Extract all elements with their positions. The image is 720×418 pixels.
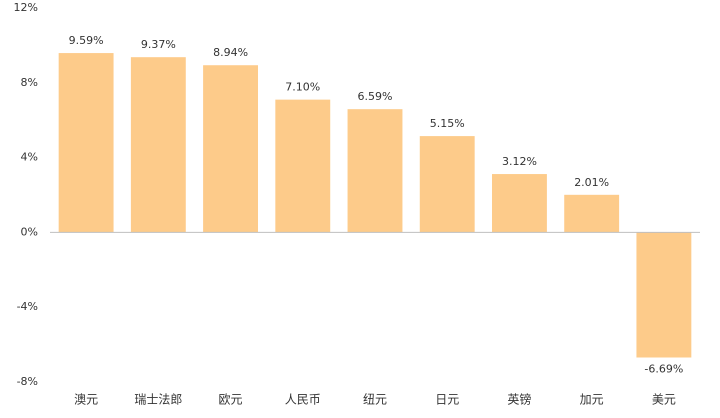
value-label: 2.01% <box>574 176 609 189</box>
bar <box>636 232 692 358</box>
value-label: 8.94% <box>213 46 248 59</box>
bar <box>275 99 331 233</box>
x-tick-label: 日元 <box>435 393 459 407</box>
y-tick-label: -8% <box>17 375 38 388</box>
y-tick-label: 4% <box>21 151 38 164</box>
value-label: 6.59% <box>358 90 393 103</box>
y-tick-label: -4% <box>17 300 38 313</box>
x-tick-label: 澳元 <box>74 393 98 407</box>
y-tick-label: 12% <box>14 1 38 14</box>
bar <box>419 136 475 233</box>
bar <box>347 109 403 233</box>
bar <box>130 57 186 233</box>
y-tick-label: 8% <box>21 76 38 89</box>
value-label: 9.59% <box>69 34 104 47</box>
bar <box>492 174 547 233</box>
x-tick-label: 瑞士法郎 <box>134 393 182 407</box>
value-label: 9.37% <box>141 38 176 51</box>
x-tick-label: 加元 <box>580 393 604 407</box>
x-tick-label: 人民币 <box>285 393 321 407</box>
bar <box>203 65 258 233</box>
x-tick-label: 英镑 <box>507 392 531 407</box>
x-tick-label: 美元 <box>652 393 676 407</box>
value-label: 7.10% <box>285 81 320 94</box>
bar <box>58 53 114 233</box>
value-label: 3.12% <box>502 155 537 168</box>
x-tick-label: 纽元 <box>363 393 387 407</box>
value-label: -6.69% <box>644 363 683 376</box>
bar <box>564 194 620 233</box>
y-tick-label: 0% <box>21 225 38 238</box>
x-tick-label: 欧元 <box>219 393 243 407</box>
value-label: 5.15% <box>430 117 465 130</box>
